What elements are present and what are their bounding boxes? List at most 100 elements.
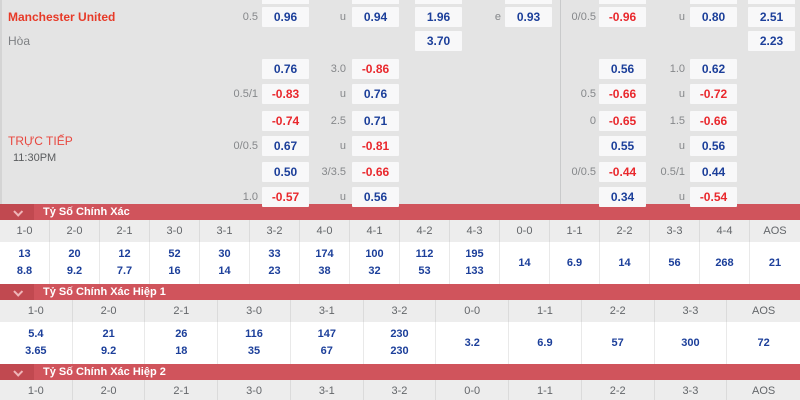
odds-value[interactable]: -0.65: [599, 111, 646, 131]
score-odds-value: 72: [757, 336, 770, 349]
odds-value[interactable]: 0.76: [352, 84, 399, 104]
odds-value[interactable]: 0.94: [352, 7, 399, 27]
score-odds-cell[interactable]: 195 133: [450, 242, 500, 284]
score-section: Tỷ Số Chính Xác Hiệp 2 1-0 2-0 2-1 3-0 3-1 3-2…: [0, 364, 800, 400]
score-odds-value: 67: [320, 345, 333, 358]
chevron-down-icon: [12, 366, 23, 377]
score-header-row: 1-0 2-0 2-1 3-0 3-1 3-2 0-0 1-1 2-2 3-3 AOS: [0, 380, 800, 400]
score-odds-cell[interactable]: 116 35: [218, 322, 291, 364]
score-odds-cell[interactable]: 20 9.2: [50, 242, 100, 284]
line-label: 3/3.5: [321, 166, 346, 178]
score-odds-cell[interactable]: 12 7.7: [100, 242, 150, 284]
odds-value[interactable]: -0.72: [690, 84, 737, 104]
odds-value[interactable]: 0.50: [262, 162, 309, 182]
score-odds-cell[interactable]: 5.4 3.65: [0, 322, 73, 364]
collapse-toggle[interactable]: [0, 204, 34, 220]
score-odds-value: 57: [611, 336, 624, 349]
score-odds-value: 35: [247, 345, 261, 358]
score-odds-value: 14: [518, 256, 531, 269]
odds-value[interactable]: 0.55: [599, 136, 646, 156]
handicap-label: 0/0.5: [571, 166, 596, 178]
score-column-header: 0-0: [436, 300, 510, 322]
odds-value[interactable]: -0.57: [262, 187, 309, 207]
score-column-header: 1-1: [509, 300, 582, 322]
score-column-header: 1-1: [509, 380, 582, 400]
odds-value[interactable]: -0.66: [352, 162, 399, 182]
score-column-header: 1-0: [0, 380, 73, 400]
clipped-odds-cell: [505, 0, 552, 4]
score-odds-cell[interactable]: 30 14: [200, 242, 250, 284]
score-odds-value: 52: [168, 247, 181, 260]
score-odds-cell[interactable]: 72: [727, 322, 800, 364]
score-odds-cell[interactable]: 174 38: [300, 242, 350, 284]
odds-value[interactable]: -0.66: [599, 84, 646, 104]
score-column-header: 2-1: [145, 300, 219, 322]
score-odds-cell[interactable]: 14: [600, 242, 650, 284]
odds-value[interactable]: 2.23: [748, 31, 795, 51]
score-odds-cell[interactable]: 21: [750, 242, 800, 284]
odds-value[interactable]: 0.44: [690, 162, 737, 182]
odds-value[interactable]: -0.74: [262, 111, 309, 131]
odds-value[interactable]: 3.70: [415, 31, 462, 51]
odds-value[interactable]: 0.93: [505, 7, 552, 27]
odds-value[interactable]: -0.81: [352, 136, 399, 156]
odds-value[interactable]: -0.83: [262, 84, 309, 104]
line-label: 0.5/1: [660, 166, 685, 178]
score-column-header: 1-0: [0, 220, 50, 242]
score-odds-cell[interactable]: 268: [700, 242, 750, 284]
score-odds-cell[interactable]: 52 16: [150, 242, 200, 284]
odds-value[interactable]: 0.56: [599, 59, 646, 79]
line-label: 3.0: [330, 63, 346, 75]
odds-value[interactable]: -0.86: [352, 59, 399, 79]
odds-value[interactable]: 0.76: [262, 59, 309, 79]
score-odds-cell[interactable]: 14: [500, 242, 550, 284]
odds-value[interactable]: 0.56: [690, 136, 737, 156]
odds-value[interactable]: 0.62: [690, 59, 737, 79]
odds-value[interactable]: 0.80: [690, 7, 737, 27]
score-odds-cell[interactable]: 26 18: [145, 322, 219, 364]
score-odds-cell[interactable]: 56: [650, 242, 700, 284]
section-header[interactable]: Tỷ Số Chính Xác Hiệp 2: [0, 364, 800, 380]
odds-value[interactable]: 1.96: [415, 7, 462, 27]
odds-value[interactable]: 0.56: [352, 187, 399, 207]
odds-value[interactable]: 2.51: [748, 7, 795, 27]
score-odds-cell[interactable]: 21 9.2: [73, 322, 146, 364]
line-label: u: [339, 191, 346, 203]
score-odds-cell[interactable]: 13 8.8: [0, 242, 50, 284]
score-odds-value: 195: [465, 247, 484, 260]
odds-value[interactable]: 0.34: [599, 187, 646, 207]
section-header[interactable]: Tỷ Số Chính Xác: [0, 204, 800, 220]
score-column-header: 3-2: [364, 380, 437, 400]
line-label: u: [678, 88, 685, 100]
score-odds-value: 9.2: [100, 345, 117, 358]
odds-value[interactable]: 0.96: [262, 7, 309, 27]
odds-value[interactable]: 0.67: [262, 136, 309, 156]
score-column-header: 3-2: [364, 300, 437, 322]
collapse-toggle[interactable]: [0, 284, 34, 300]
score-column-header: 3-1: [291, 300, 364, 322]
odds-value[interactable]: -0.66: [690, 111, 737, 131]
score-odds-cell[interactable]: 6.9: [509, 322, 582, 364]
score-odds-cell[interactable]: 57: [582, 322, 655, 364]
score-odds-value: 230: [390, 345, 409, 358]
score-odds-cell[interactable]: 147 67: [291, 322, 364, 364]
odds-value[interactable]: -0.54: [690, 187, 737, 207]
score-odds-value: 147: [317, 327, 336, 340]
score-odds-cell[interactable]: 3.2: [436, 322, 510, 364]
score-odds-cell[interactable]: 33 23: [250, 242, 300, 284]
odds-value[interactable]: -0.96: [599, 7, 646, 27]
score-odds-cell[interactable]: 112 53: [400, 242, 450, 284]
section-header[interactable]: Tỷ Số Chính Xác Hiệp 1: [0, 284, 800, 300]
collapse-toggle[interactable]: [0, 364, 34, 380]
score-odds-cell[interactable]: 300: [655, 322, 728, 364]
odds-value[interactable]: 0.71: [352, 111, 399, 131]
score-odds-value: 21: [102, 327, 115, 340]
score-odds-cell[interactable]: 100 32: [350, 242, 400, 284]
score-odds-value: 3.2: [464, 336, 480, 349]
odds-value[interactable]: -0.44: [599, 162, 646, 182]
score-odds-cell[interactable]: 230 230: [364, 322, 437, 364]
score-odds-value: 112: [415, 247, 434, 260]
clipped-odds-cell: [748, 0, 795, 4]
score-odds-cell[interactable]: 6.9: [550, 242, 600, 284]
score-section: Tỷ Số Chính Xác 1-0 2-0 2-1 3-0 3-1 3-2 4-0 4-1 4…: [0, 204, 800, 284]
